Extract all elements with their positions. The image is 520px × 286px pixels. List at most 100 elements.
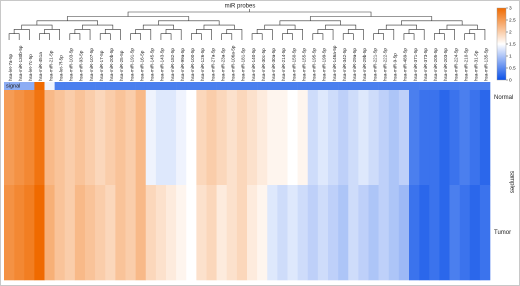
heatmap-cell <box>307 185 319 281</box>
column-label: hsa-miR-126-5p <box>200 48 205 81</box>
heatmap-cell <box>206 185 217 281</box>
row-label: Normal <box>494 95 513 101</box>
heatmap-cell <box>24 185 35 281</box>
signal-cell <box>287 82 298 90</box>
heatmap-cell <box>257 185 268 281</box>
signal-cell <box>74 82 86 90</box>
heatmap-cell <box>459 90 471 186</box>
heatmap-cell <box>429 185 440 281</box>
heatmap-cell <box>145 90 157 186</box>
column-label: hsa-miR-30a-5p <box>271 48 276 81</box>
signal-cell <box>54 82 66 90</box>
heatmap-cell <box>74 185 86 281</box>
heatmap-cell <box>449 90 460 186</box>
heatmap-cell <box>469 90 481 186</box>
heatmap-cell <box>85 90 96 186</box>
heatmap-cell <box>115 185 126 281</box>
signal-cell <box>398 82 410 90</box>
chart-title: miR probes <box>225 4 256 10</box>
colorbar-tick-label: 0.5 <box>509 65 516 71</box>
column-label: hsa-miR-130b-5p <box>18 45 23 81</box>
heatmap-cell <box>479 90 491 186</box>
column-label: hsa-let-7f-5p <box>58 55 63 81</box>
colorbar-tick-label: 1.5 <box>509 41 516 47</box>
heatmap-cell <box>398 185 410 281</box>
heatmap-cell <box>14 90 25 186</box>
signal-cell <box>135 82 147 90</box>
column-label: hsa-miR-21-5p <box>48 50 53 81</box>
heatmap-cell <box>34 90 45 186</box>
signal-cell <box>378 82 390 90</box>
column-label: hsa-miR-155-5p <box>301 48 306 81</box>
heatmap-cell <box>44 185 55 281</box>
heatmap-cell <box>368 90 379 186</box>
heatmap-cell <box>459 185 471 281</box>
heatmap-cell <box>166 185 177 281</box>
column-label: hsa-miR-150-5p <box>291 48 296 81</box>
heatmap-cell <box>247 90 258 186</box>
heatmap-cell <box>135 185 147 281</box>
signal-cell <box>449 82 460 90</box>
signal-cell <box>338 82 349 90</box>
signal-cell <box>469 82 481 90</box>
column-label: hsa-miR-205-5p <box>433 48 438 81</box>
signal-cell <box>368 82 379 90</box>
heatmap-cell <box>196 185 207 281</box>
column-label: hsa-miR-25-5p <box>119 50 124 81</box>
signal-cell <box>267 82 278 90</box>
heatmap-cell <box>267 90 278 186</box>
signal-cell <box>247 82 258 90</box>
heatmap-cell <box>388 185 400 281</box>
colorbar <box>496 7 507 81</box>
heatmap-cell <box>378 185 390 281</box>
heatmap-cell <box>398 90 410 186</box>
signal-cell <box>34 82 45 90</box>
column-label: hsa-miR-210-5p <box>463 48 468 81</box>
column-label: hsa-miR-181-5p <box>241 48 246 81</box>
heatmap-cell <box>54 90 66 186</box>
heatmap-cell <box>236 90 248 186</box>
signal-cell <box>176 82 187 90</box>
heatmap-cell <box>196 90 207 186</box>
heatmap-cell <box>338 90 349 186</box>
heatmap-cell <box>64 185 76 281</box>
heatmap-cell <box>155 185 167 281</box>
heatmap-cell <box>186 90 197 186</box>
heatmap-cell <box>439 185 450 281</box>
column-label: hsa-let-7c-5p <box>28 54 33 81</box>
heatmap-cell <box>469 185 481 281</box>
signal-cell <box>439 82 450 90</box>
heatmap-cell <box>409 185 420 281</box>
signal-cell <box>196 82 207 90</box>
heatmap-cell <box>287 90 298 186</box>
heatmap-cell <box>257 90 268 186</box>
column-label: hsa-miR-31-5p <box>474 50 479 81</box>
heatmap-cell <box>328 90 339 186</box>
column-label: hsa-miR-100-5p <box>190 48 195 81</box>
heatmap-cell <box>125 185 136 281</box>
column-label: hsa-miR-27a-5p <box>210 48 215 81</box>
column-label: hsa-miR-195-5p <box>312 48 317 81</box>
signal-cell <box>24 82 35 90</box>
column-label: hsa-miR-373-5p <box>423 48 428 81</box>
heatmap-cell <box>378 90 390 186</box>
signal-cell <box>64 82 76 90</box>
column-label: hsa-miR-99a-5p <box>180 48 185 81</box>
signal-cell <box>105 82 116 90</box>
heatmap-cell <box>247 185 258 281</box>
heatmap-cell <box>348 90 359 186</box>
heatmap-cell <box>348 185 359 281</box>
heatmap-cell <box>74 90 86 186</box>
heatmap-cell <box>368 185 379 281</box>
signal-cell <box>419 82 430 90</box>
heatmap-cell <box>115 90 126 186</box>
column-label: hsa-miR-29a-5p <box>352 48 357 81</box>
heatmap-cell <box>419 185 430 281</box>
heatmap-cell <box>358 185 369 281</box>
signal-cell <box>307 82 319 90</box>
signal-cell <box>85 82 96 90</box>
heatmap-cell <box>54 185 66 281</box>
heatmap-cell <box>95 90 106 186</box>
column-label: hsa-miR-30c-5p <box>261 48 266 81</box>
signal-cell <box>125 82 136 90</box>
